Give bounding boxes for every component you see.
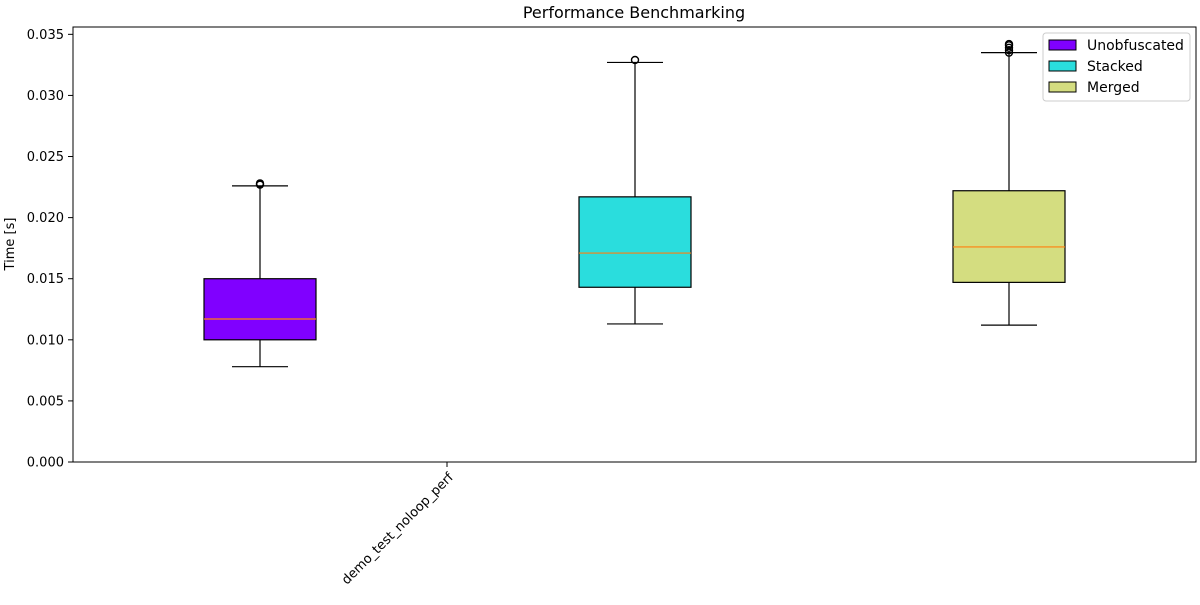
y-tick-label: 0.020 [27, 211, 64, 226]
y-tick-label: 0.015 [27, 272, 64, 287]
legend-label: Unobfuscated [1087, 38, 1184, 54]
outlier-point [255, 179, 265, 188]
legend-label: Merged [1087, 80, 1140, 96]
chart-title: Performance Benchmarking [523, 3, 745, 22]
legend-swatch [1048, 60, 1077, 72]
x-tick-label: demo_test_noloop_perf [339, 470, 457, 588]
box-merged [952, 39, 1066, 326]
outlier-point [1004, 43, 1014, 52]
y-tick-label: 0.000 [27, 456, 64, 471]
box-unobfuscated [203, 179, 317, 368]
box-stacked [578, 55, 692, 325]
outlier-point [630, 55, 640, 65]
legend-swatch [1048, 81, 1077, 93]
plot-area: 0.000 0.005 0.010 0.015 0.020 0.025 0.030 0.035… [27, 26, 1197, 588]
y-axis-label: Time [s] [3, 218, 18, 272]
y-tick-label: 0.035 [27, 28, 64, 43]
box-body [952, 190, 1066, 283]
axes-frame [72, 26, 1197, 463]
legend-label: Stacked [1087, 59, 1143, 75]
y-tick-label: 0.025 [27, 150, 64, 165]
y-tick-label: 0.010 [27, 333, 64, 348]
legend-swatch [1048, 39, 1077, 51]
legend-frame [1042, 32, 1191, 102]
y-tick-label: 0.030 [27, 89, 64, 104]
y-tick-label: 0.005 [27, 394, 64, 409]
box-body [578, 196, 692, 288]
outlier-point [1004, 39, 1014, 49]
outlier-point [1004, 46, 1014, 55]
box-body [203, 278, 317, 341]
legend: Unobfuscated Stacked Merged [1042, 32, 1191, 102]
